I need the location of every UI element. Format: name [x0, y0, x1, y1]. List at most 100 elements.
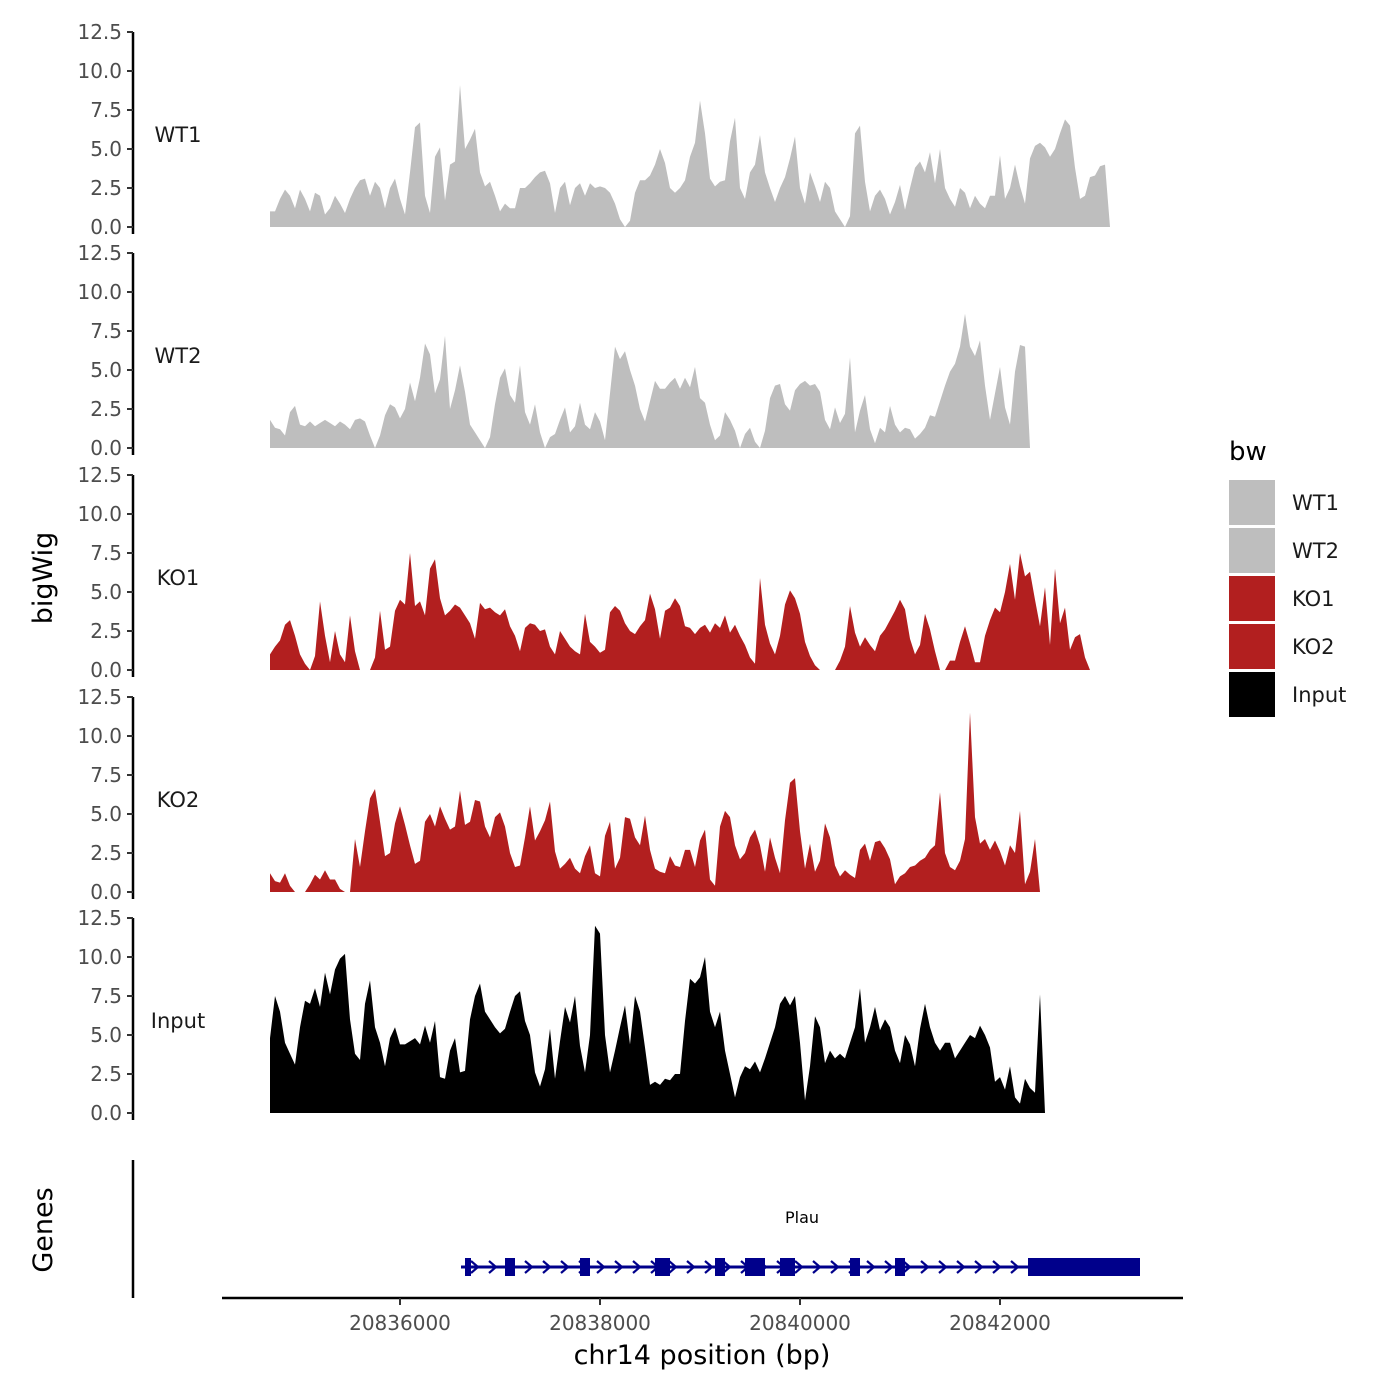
y-tick-label: 10.0	[77, 945, 122, 969]
strand-chevron	[938, 1260, 948, 1274]
strand-chevron	[470, 1260, 480, 1274]
gene-exon	[745, 1258, 765, 1276]
y-tick-label: 2.5	[90, 397, 122, 421]
gene-exon	[465, 1258, 471, 1276]
track-wt1: 0.0 2.5 5.0 7.5 10.0 12.5 WT1	[77, 20, 1110, 239]
y-tick-label: 5.0	[90, 580, 122, 604]
y-tick-label: 2.5	[90, 1062, 122, 1086]
y-tick-label: 2.5	[90, 176, 122, 200]
track-label: KO2	[157, 788, 200, 812]
track-label: WT2	[155, 344, 202, 368]
y-tick-label: 12.5	[77, 20, 122, 44]
legend-label-ko1: KO1	[1292, 587, 1335, 611]
gene-exon	[715, 1258, 725, 1276]
gene-name-label: Plau	[785, 1208, 819, 1227]
gene-exon	[780, 1258, 795, 1276]
y-tick-label: 7.5	[90, 541, 122, 565]
strand-chevron	[974, 1260, 984, 1274]
strand-chevron	[686, 1260, 696, 1274]
legend-swatch-ko1	[1229, 576, 1275, 621]
y-tick-label: 12.5	[77, 685, 122, 709]
legend-swatch-wt1	[1229, 480, 1275, 525]
strand-chevron	[812, 1260, 822, 1274]
gene-track: Plau	[131, 1160, 1140, 1298]
y-tick-label: 2.5	[90, 841, 122, 865]
y-tick-label: 5.0	[90, 358, 122, 382]
y-tick-label: 5.0	[90, 1023, 122, 1047]
track-wt2: 0.0 2.5 5.0 7.5 10.0 12.5 WT2	[77, 241, 1030, 460]
strand-chevron	[560, 1260, 570, 1274]
series-area-ko2	[270, 712, 1040, 892]
y-tick-label: 0.0	[90, 1101, 122, 1125]
y-tick-label: 0.0	[90, 658, 122, 682]
gene-exon	[850, 1258, 860, 1276]
y-tick-label: 7.5	[90, 98, 122, 122]
legend-swatch-input	[1229, 672, 1275, 717]
strand-chevron	[542, 1260, 552, 1274]
y-tick-label: 5.0	[90, 802, 122, 826]
legend: bw WT1 WT2 KO1 KO2 Input	[1229, 437, 1346, 717]
gene-exon	[580, 1258, 590, 1276]
legend-label-wt1: WT1	[1292, 491, 1339, 515]
strand-chevron	[902, 1260, 912, 1274]
strand-chevron	[992, 1260, 1002, 1274]
legend-label-ko2: KO2	[1292, 635, 1335, 659]
gene-exon	[655, 1258, 670, 1276]
gene-exon	[1028, 1258, 1140, 1276]
y-tick-label: 10.0	[77, 724, 122, 748]
x-axis: 20836000 20838000 20840000 20842000	[222, 1296, 1183, 1335]
legend-swatch-wt2	[1229, 528, 1275, 573]
strand-chevron	[632, 1260, 642, 1274]
x-tick-label: 20840000	[749, 1311, 851, 1335]
track-ko1: 0.0 2.5 5.0 7.5 10.0 12.5 KO1	[77, 463, 1090, 682]
track-label: Input	[151, 1009, 205, 1033]
gene-exon	[895, 1258, 905, 1276]
y-tick-label: 2.5	[90, 619, 122, 643]
genes-axis-title: Genes	[28, 1187, 59, 1272]
y-tick-label: 7.5	[90, 984, 122, 1008]
series-area-ko1	[270, 553, 1090, 670]
gene-exon	[505, 1258, 515, 1276]
track-label: WT1	[155, 123, 202, 147]
strand-chevron	[830, 1260, 840, 1274]
y-tick-label: 5.0	[90, 137, 122, 161]
x-tick-label: 20838000	[549, 1311, 651, 1335]
track-ko2: 0.0 2.5 5.0 7.5 10.0 12.5 KO2	[77, 685, 1040, 904]
y-tick-label: 7.5	[90, 319, 122, 343]
strand-chevron	[1010, 1260, 1020, 1274]
y-tick-label: 0.0	[90, 215, 122, 239]
strand-chevron	[614, 1260, 624, 1274]
y-tick-label: 10.0	[77, 502, 122, 526]
strand-chevron	[866, 1260, 876, 1274]
strand-chevron	[884, 1260, 894, 1274]
track-input: 0.0 2.5 5.0 7.5 10.0 12.5 Input	[77, 906, 1045, 1125]
x-tick-label: 20842000	[949, 1311, 1051, 1335]
x-axis-title: chr14 position (bp)	[574, 1340, 831, 1371]
legend-label-wt2: WT2	[1292, 539, 1339, 563]
legend-title: bw	[1229, 437, 1267, 467]
y-tick-label: 7.5	[90, 763, 122, 787]
strand-chevron	[488, 1260, 498, 1274]
strand-chevron	[668, 1260, 678, 1274]
strand-chevron	[704, 1260, 714, 1274]
strand-chevron	[794, 1260, 804, 1274]
legend-swatch-ko2	[1229, 624, 1275, 669]
strand-chevron	[524, 1260, 534, 1274]
track-label: KO1	[157, 566, 200, 590]
series-area-input	[270, 925, 1045, 1113]
y-tick-label: 12.5	[77, 241, 122, 265]
y-tick-label: 10.0	[77, 280, 122, 304]
x-tick-label: 20836000	[349, 1311, 451, 1335]
y-tick-label: 0.0	[90, 880, 122, 904]
y-axis-title: bigWig	[28, 532, 59, 625]
strand-chevron	[596, 1260, 606, 1274]
coverage-tracks: 0.0 2.5 5.0 7.5 10.0 12.5 WT1 0.0 2.5 5.0 7.5 10.0 1…	[77, 20, 1110, 1125]
y-tick-label: 0.0	[90, 436, 122, 460]
series-area-wt1	[270, 85, 1110, 227]
series-area-wt2	[270, 313, 1030, 448]
legend-label-input: Input	[1292, 683, 1346, 707]
y-tick-label: 10.0	[77, 59, 122, 83]
y-tick-label: 12.5	[77, 906, 122, 930]
strand-chevron	[956, 1260, 966, 1274]
